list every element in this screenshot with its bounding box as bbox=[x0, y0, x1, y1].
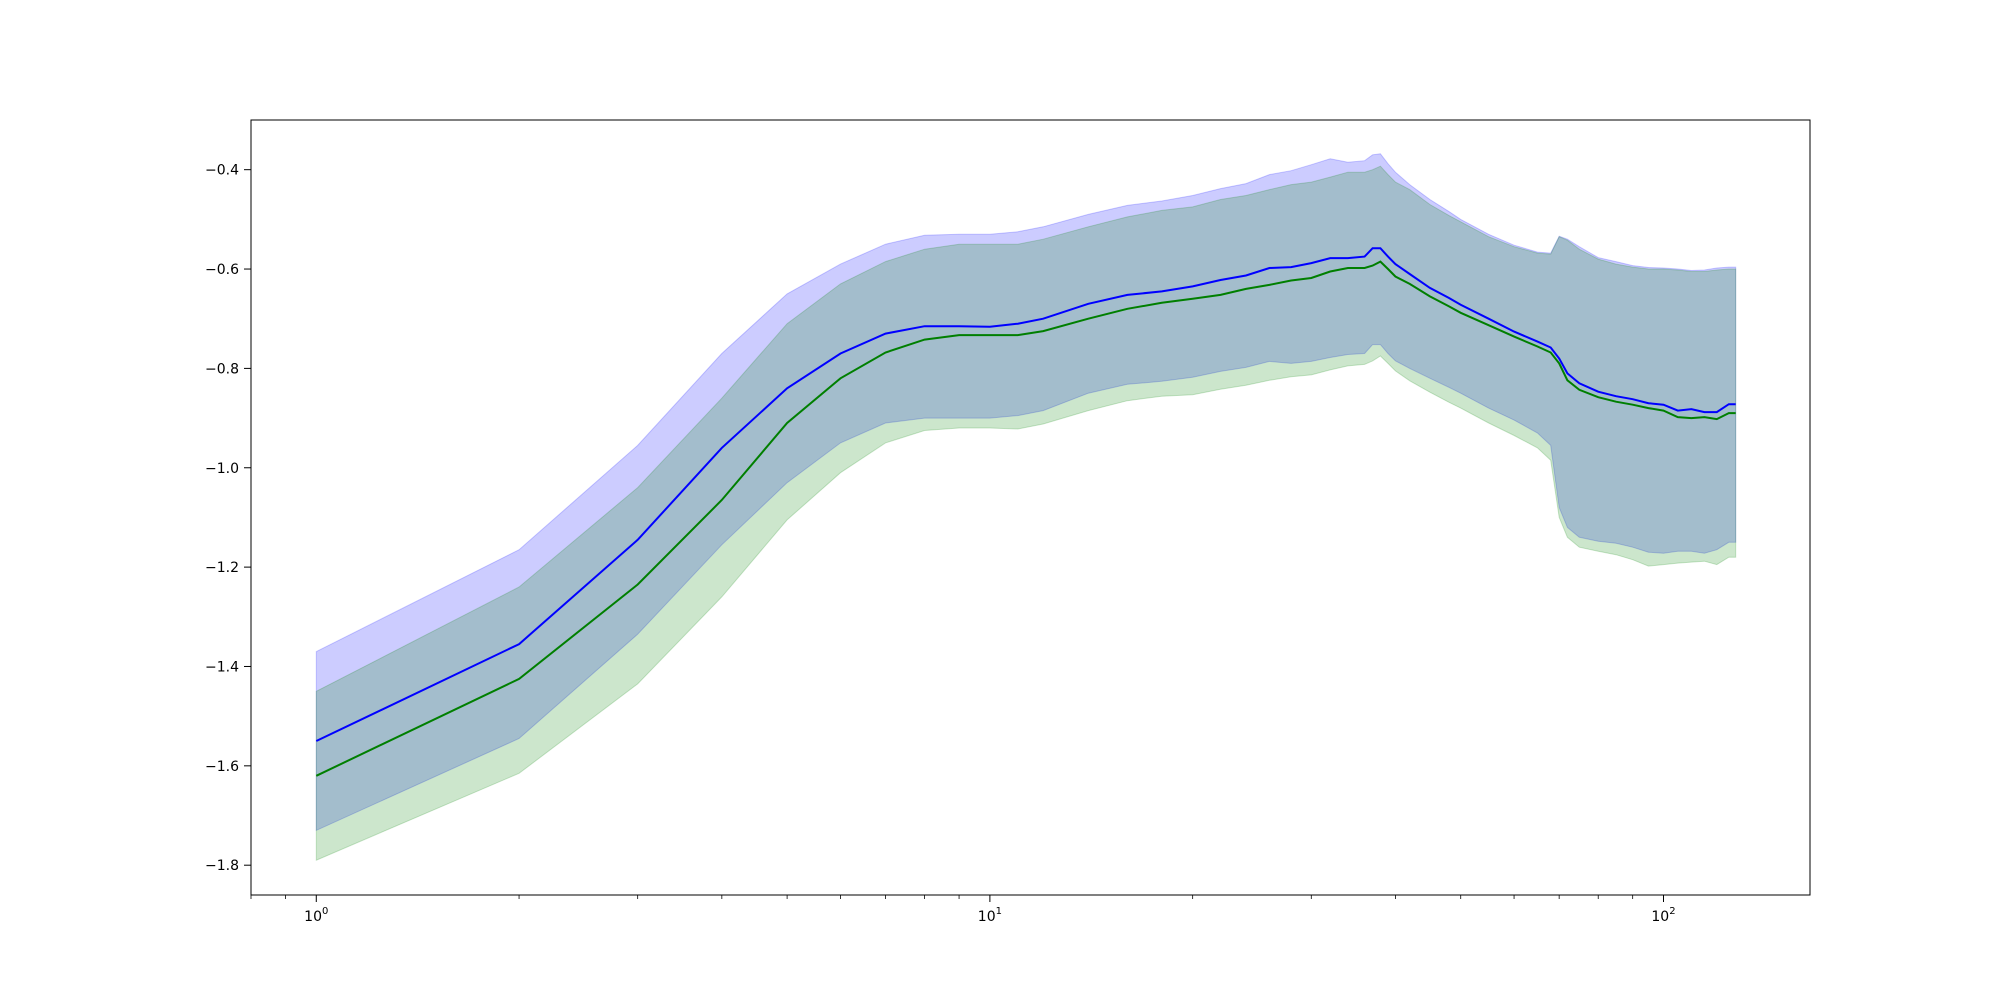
y-tick-label: −0.6 bbox=[205, 262, 239, 278]
y-tick-label: −1.0 bbox=[205, 461, 239, 477]
series-1-line bbox=[315, 247, 1736, 742]
series-1-band bbox=[315, 153, 1737, 832]
x-axis: 100 101 102 bbox=[250, 895, 1676, 925]
y-tick-label: −1.4 bbox=[205, 659, 239, 675]
y-tick-label: −1.6 bbox=[205, 759, 239, 775]
y-tick-label: −0.4 bbox=[205, 163, 239, 179]
y-tick-label: −1.2 bbox=[205, 560, 239, 576]
y-axis: −0.4 −0.6 −0.8 −1.0 −1.2 −1.4 −1.6 −1.8 bbox=[205, 163, 251, 874]
x-tick-label: 100 bbox=[304, 906, 328, 925]
series-2-line bbox=[315, 260, 1736, 777]
plot-frame bbox=[250, 119, 1811, 896]
y-tick-label: −1.8 bbox=[205, 858, 239, 874]
series-lines bbox=[315, 247, 1736, 777]
series-2-band bbox=[315, 165, 1737, 861]
y-tick-label: −0.8 bbox=[205, 361, 239, 377]
x-tick-label: 102 bbox=[1651, 906, 1675, 925]
x-tick-label: 101 bbox=[978, 906, 1002, 925]
confidence-bands bbox=[315, 153, 1737, 861]
